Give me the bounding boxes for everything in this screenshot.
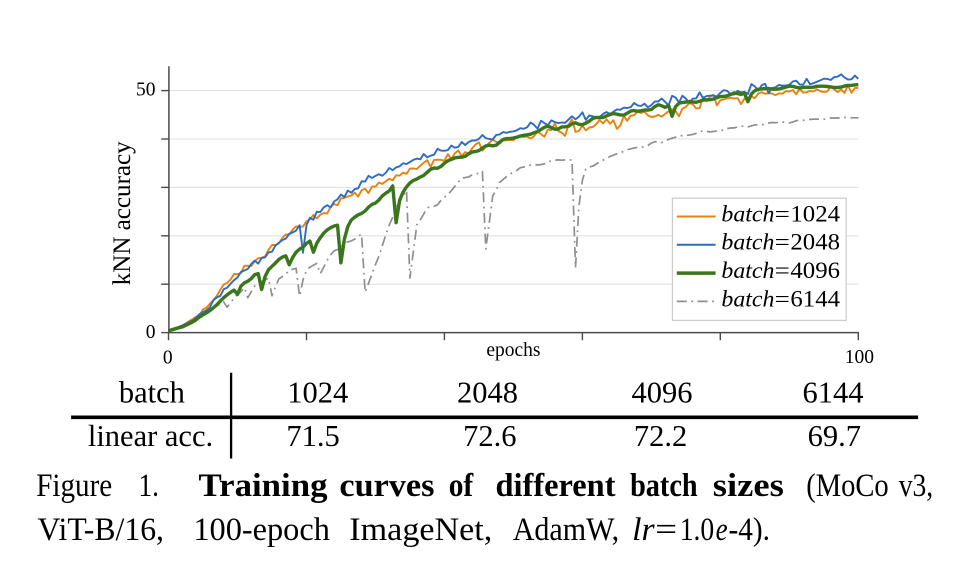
- svg-text:curves: curves: [339, 468, 434, 504]
- svg-text:batch: batch: [721, 230, 774, 255]
- svg-text:of: of: [449, 468, 474, 504]
- svg-text:Figure: Figure: [36, 468, 112, 504]
- svg-text:6144: 6144: [803, 376, 864, 410]
- svg-text:100: 100: [845, 347, 874, 368]
- svg-text:batch: batch: [721, 201, 774, 226]
- svg-text:0: 0: [146, 322, 156, 343]
- svg-text:batch: batch: [721, 286, 774, 311]
- svg-text:4096: 4096: [632, 376, 693, 410]
- svg-text:1024: 1024: [287, 376, 348, 410]
- svg-text:=: =: [775, 286, 790, 311]
- svg-text:lr: lr: [632, 512, 655, 548]
- svg-text:=: =: [775, 230, 790, 255]
- svg-text:different: different: [496, 468, 616, 504]
- svg-text:72.2: 72.2: [634, 419, 687, 453]
- svg-text:=: =: [775, 258, 790, 283]
- svg-text:kNN accuracy: kNN accuracy: [107, 141, 136, 285]
- svg-text:v3,: v3,: [899, 468, 934, 504]
- svg-text:71.5: 71.5: [286, 419, 339, 453]
- svg-text:1.: 1.: [139, 468, 160, 504]
- svg-text:epochs: epochs: [486, 340, 540, 361]
- svg-text:ImageNet,: ImageNet,: [349, 512, 492, 548]
- svg-text:1024: 1024: [790, 201, 840, 226]
- svg-text:batch: batch: [721, 258, 774, 283]
- svg-text:-4).: -4).: [729, 512, 771, 548]
- svg-text:sizes: sizes: [713, 468, 784, 504]
- svg-text:(MoCo: (MoCo: [806, 468, 889, 504]
- svg-text:linear acc.: linear acc.: [88, 419, 213, 453]
- svg-text:=: =: [775, 201, 790, 226]
- svg-text:2048: 2048: [457, 376, 518, 410]
- svg-text:batch: batch: [119, 376, 185, 410]
- svg-text:0: 0: [163, 347, 173, 368]
- svg-text:1.0: 1.0: [680, 512, 715, 548]
- svg-text:100-epoch: 100-epoch: [193, 512, 330, 548]
- svg-text:6144: 6144: [790, 286, 840, 311]
- svg-text:Training: Training: [199, 468, 329, 504]
- svg-text:50: 50: [136, 80, 156, 101]
- svg-text:4096: 4096: [790, 258, 840, 283]
- svg-text:ViT-B/16,: ViT-B/16,: [38, 512, 165, 548]
- svg-text:72.6: 72.6: [463, 419, 516, 453]
- svg-text:=: =: [655, 512, 677, 548]
- svg-text:69.7: 69.7: [808, 419, 861, 453]
- svg-text:2048: 2048: [790, 230, 840, 255]
- svg-text:batch: batch: [630, 468, 698, 504]
- svg-text:AdamW,: AdamW,: [513, 512, 620, 548]
- svg-text:e: e: [716, 512, 728, 548]
